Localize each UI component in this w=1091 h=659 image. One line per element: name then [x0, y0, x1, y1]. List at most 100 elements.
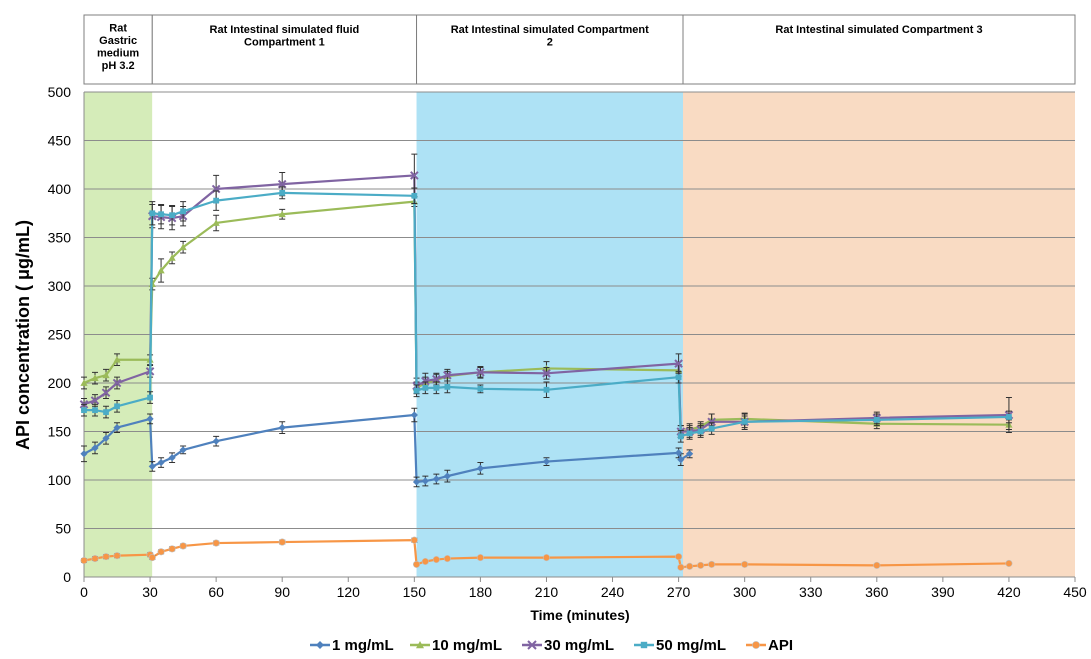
- data-point: [476, 554, 484, 562]
- data-point: [422, 384, 429, 391]
- data-point: [640, 641, 648, 649]
- data-point: [213, 197, 220, 204]
- region-label-2: Rat Intestinal simulated fluid Compartmen…: [210, 24, 360, 49]
- data-point: [432, 374, 441, 384]
- data-point: [157, 548, 165, 556]
- y-tick-label: 500: [48, 84, 72, 100]
- legend: 1 mg/mL 10 mg/mL 30 mg/mL 50 mg/mL API: [310, 637, 793, 654]
- data-point: [477, 385, 484, 392]
- data-point: [113, 552, 121, 560]
- data-point: [686, 562, 694, 570]
- data-point: [410, 411, 418, 419]
- data-point: [80, 379, 88, 386]
- data-point: [708, 560, 716, 568]
- data-point: [677, 456, 685, 464]
- x-tick-label: 300: [733, 584, 757, 600]
- y-tick-label: 150: [48, 424, 72, 440]
- region-header-box-4: [682, 14, 1076, 85]
- data-point: [752, 641, 760, 649]
- data-point: [113, 424, 121, 432]
- data-point: [675, 553, 683, 561]
- data-point: [158, 211, 164, 218]
- data-point: [1005, 559, 1013, 567]
- y-tick-label: 0: [63, 569, 71, 585]
- region-header-box-1: [83, 14, 153, 85]
- data-point: [278, 538, 286, 546]
- y-tick-label: 250: [48, 327, 72, 343]
- data-point: [277, 179, 287, 189]
- data-point: [421, 477, 429, 485]
- data-point: [278, 424, 286, 432]
- data-point: [316, 641, 324, 649]
- x-tick-label: 120: [337, 584, 361, 600]
- legend-label: 1 mg/mL: [332, 637, 394, 654]
- data-point: [741, 418, 748, 425]
- data-point: [80, 450, 88, 458]
- data-point: [543, 386, 550, 393]
- data-point: [168, 454, 176, 462]
- data-point: [103, 409, 109, 415]
- data-point: [212, 539, 220, 547]
- y-tick-label: 350: [48, 230, 72, 246]
- x-tick-label: 420: [997, 584, 1021, 600]
- data-point: [81, 407, 87, 414]
- data-point: [741, 560, 749, 568]
- data-point: [148, 462, 156, 471]
- series-1: [80, 407, 694, 488]
- data-point: [212, 437, 220, 445]
- data-point: [873, 561, 881, 569]
- axes: 0 50 100 150 200 250 300 350 400 450 500 0 30 60 90 120…: [48, 84, 1087, 600]
- data-point: [708, 425, 715, 432]
- data-point: [168, 254, 176, 261]
- data-point: [91, 444, 99, 452]
- data-point: [707, 417, 716, 427]
- data-point: [677, 433, 684, 440]
- data-point: [476, 368, 485, 377]
- x-tick-label: 150: [403, 584, 427, 600]
- gridlines: [84, 91, 1075, 578]
- legend-label: 50 mg/mL: [656, 637, 726, 654]
- data-point: [416, 641, 424, 649]
- data-point: [443, 370, 452, 380]
- data-point: [179, 542, 187, 550]
- data-point: [421, 557, 429, 566]
- legend-item-5: API: [746, 637, 793, 654]
- region-label-1: Rat Gastric medium pH 3.2: [97, 23, 139, 73]
- data-point: [180, 208, 186, 215]
- data-point: [102, 371, 110, 379]
- y-tick-label: 100: [48, 472, 72, 488]
- data-point: [476, 464, 484, 472]
- data-point: [149, 210, 156, 217]
- y-tick-label: 400: [48, 181, 72, 197]
- x-tick-label: 30: [142, 584, 158, 600]
- data-point: [411, 192, 418, 199]
- data-point: [527, 640, 537, 650]
- compartment-header: Rat Gastric medium pH 3.2 Rat Intestinal sim…: [83, 14, 1076, 85]
- data-point: [80, 556, 88, 565]
- data-point: [157, 266, 165, 274]
- data-point: [677, 563, 685, 571]
- legend-item-3: 30 mg/mL: [522, 637, 614, 654]
- data-point: [157, 458, 165, 467]
- x-tick-label: 270: [667, 584, 691, 600]
- data-point: [697, 428, 704, 435]
- y-tick-label: 200: [48, 375, 72, 391]
- data-point: [278, 210, 286, 218]
- data-point: [102, 434, 110, 442]
- x-tick-label: 240: [601, 584, 625, 600]
- data-point: [413, 387, 420, 394]
- data-point: [147, 394, 153, 401]
- data-point: [675, 374, 682, 381]
- data-point: [412, 478, 421, 486]
- data-point: [410, 171, 419, 180]
- data-point: [114, 403, 120, 410]
- legend-label: 30 mg/mL: [544, 637, 614, 654]
- legend-label: 10 mg/mL: [432, 637, 502, 654]
- data-point: [686, 430, 693, 437]
- data-point: [90, 396, 100, 405]
- series-5: [80, 536, 1013, 571]
- data-point: [168, 545, 176, 553]
- data-point: [1006, 414, 1012, 420]
- y-tick-label: 300: [48, 278, 72, 294]
